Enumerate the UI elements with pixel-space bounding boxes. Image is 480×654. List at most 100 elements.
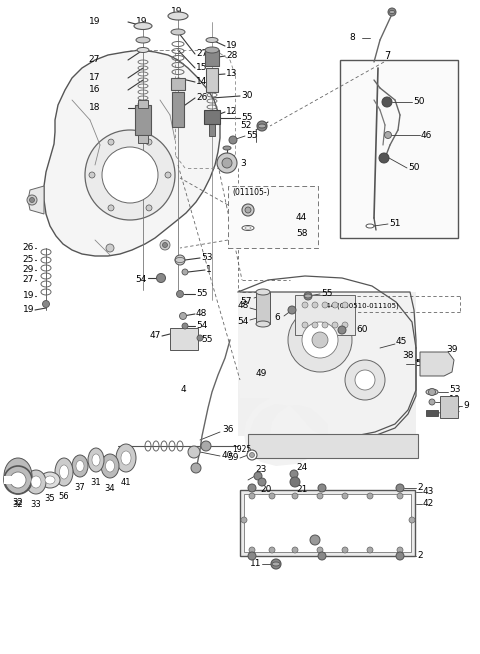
Circle shape	[175, 255, 185, 265]
Circle shape	[188, 446, 200, 458]
Text: 44: 44	[296, 213, 307, 222]
Bar	[4, 476, 12, 484]
Ellipse shape	[272, 562, 280, 566]
Text: 57: 57	[240, 298, 252, 307]
Text: 54: 54	[136, 275, 147, 284]
Ellipse shape	[106, 460, 115, 472]
Text: 48: 48	[238, 301, 249, 311]
Text: 53: 53	[201, 254, 213, 262]
Ellipse shape	[366, 224, 374, 228]
Text: 52: 52	[240, 122, 252, 131]
Text: 13: 13	[226, 69, 238, 78]
Polygon shape	[420, 352, 454, 376]
Text: (011105-): (011105-)	[232, 188, 270, 196]
Bar	[135, 105, 151, 135]
Text: 9: 9	[463, 402, 469, 411]
Circle shape	[429, 399, 435, 405]
Circle shape	[379, 153, 389, 163]
Circle shape	[317, 493, 323, 499]
Circle shape	[397, 547, 403, 553]
Bar	[248, 434, 418, 458]
Circle shape	[27, 195, 37, 205]
Text: 3: 3	[240, 158, 246, 167]
Circle shape	[241, 517, 247, 523]
Ellipse shape	[55, 458, 73, 486]
Ellipse shape	[134, 22, 152, 29]
Bar	[172, 92, 184, 127]
Text: 2: 2	[417, 551, 422, 560]
Ellipse shape	[76, 460, 84, 472]
Circle shape	[258, 478, 266, 486]
Circle shape	[382, 97, 392, 107]
Circle shape	[108, 139, 114, 145]
Ellipse shape	[4, 458, 32, 494]
Text: 31: 31	[91, 478, 101, 487]
Text: 19: 19	[226, 41, 238, 50]
Ellipse shape	[304, 294, 312, 298]
Circle shape	[102, 147, 158, 203]
Ellipse shape	[389, 10, 395, 14]
Text: 58: 58	[296, 230, 308, 239]
Text: 39: 39	[446, 345, 457, 354]
Circle shape	[248, 484, 256, 492]
Circle shape	[304, 292, 312, 300]
Text: 55: 55	[246, 131, 257, 141]
Circle shape	[156, 273, 166, 283]
Circle shape	[217, 153, 237, 173]
Text: 27: 27	[89, 56, 100, 65]
Text: 42: 42	[423, 500, 434, 509]
Circle shape	[342, 302, 348, 308]
Circle shape	[342, 547, 348, 553]
Ellipse shape	[137, 48, 149, 52]
Text: 49: 49	[256, 370, 267, 379]
Text: 40: 40	[222, 451, 233, 460]
Circle shape	[249, 493, 255, 499]
Text: 43: 43	[423, 487, 434, 496]
Text: 16: 16	[88, 86, 100, 94]
Circle shape	[257, 121, 267, 131]
Circle shape	[177, 290, 183, 298]
Circle shape	[355, 370, 375, 390]
Text: 17: 17	[88, 73, 100, 82]
Text: 15: 15	[196, 63, 207, 73]
Circle shape	[290, 477, 300, 487]
Ellipse shape	[258, 124, 266, 128]
Text: 12: 12	[226, 107, 238, 116]
Text: 1925: 1925	[232, 445, 251, 455]
Ellipse shape	[168, 12, 188, 20]
Circle shape	[310, 535, 320, 545]
Text: 11: 11	[250, 560, 261, 568]
Circle shape	[85, 130, 175, 220]
Bar	[206, 68, 218, 92]
Circle shape	[106, 244, 114, 252]
Circle shape	[163, 243, 168, 247]
Bar	[426, 410, 438, 416]
Text: 25: 25	[23, 256, 34, 264]
Circle shape	[165, 172, 171, 178]
Circle shape	[146, 139, 152, 145]
Ellipse shape	[60, 465, 69, 479]
Text: 36: 36	[222, 426, 233, 434]
Text: 37: 37	[74, 483, 85, 492]
Bar	[171, 78, 185, 90]
Text: 5: 5	[415, 360, 421, 368]
Bar	[138, 100, 148, 108]
Text: 34: 34	[105, 484, 115, 493]
Circle shape	[43, 300, 49, 307]
Circle shape	[245, 207, 251, 213]
Text: 22: 22	[449, 405, 460, 415]
Text: 1: 1	[206, 266, 212, 275]
Circle shape	[338, 326, 346, 334]
Text: 47: 47	[150, 332, 161, 341]
Text: 59: 59	[228, 453, 239, 462]
Circle shape	[191, 463, 201, 473]
Ellipse shape	[88, 448, 104, 472]
Polygon shape	[238, 292, 416, 436]
Circle shape	[182, 323, 188, 329]
Circle shape	[254, 472, 262, 480]
Circle shape	[396, 484, 404, 492]
Circle shape	[367, 547, 373, 553]
Text: 21: 21	[296, 485, 307, 494]
Ellipse shape	[205, 47, 219, 53]
Bar	[170, 328, 198, 350]
